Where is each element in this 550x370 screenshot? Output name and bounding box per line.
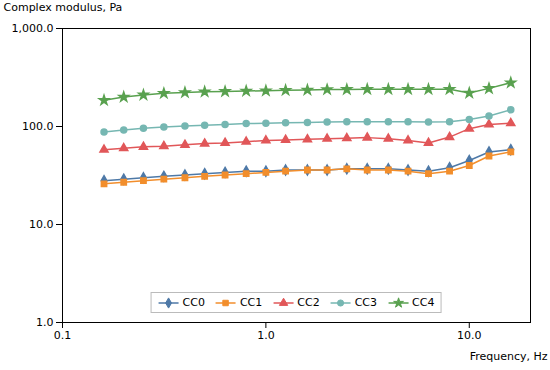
html-text:CC0: CC0 (182, 296, 205, 309)
svg-text:Frequency, Hz: Frequency, Hz (470, 350, 548, 363)
svg-text:Complex modulus, Pa: Complex modulus, Pa (4, 1, 123, 14)
svg-text:10.0: 10.0 (457, 329, 482, 342)
html-text:CC2: CC2 (297, 296, 320, 309)
svg-text:100.0: 100.0 (22, 120, 54, 133)
svg-text:10.0: 10.0 (29, 218, 54, 231)
html-text:CC3: CC3 (354, 296, 378, 309)
svg-text:1.0: 1.0 (257, 329, 275, 342)
html-text:CC1: CC1 (239, 296, 263, 309)
svg-text:0.1: 0.1 (54, 329, 72, 342)
svg-text:1,000.0: 1,000.0 (12, 22, 54, 35)
svg-text:1.0: 1.0 (36, 316, 54, 329)
html-text:CC4: CC4 (412, 296, 435, 309)
